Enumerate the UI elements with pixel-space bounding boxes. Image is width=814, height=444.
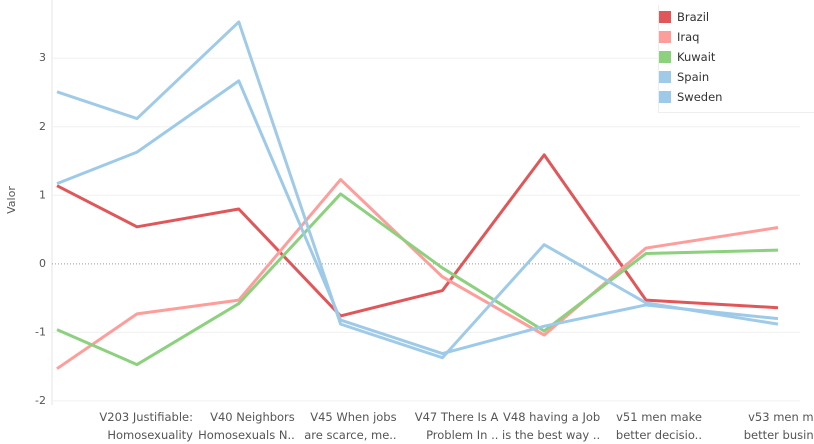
y-tick-label: 1	[39, 188, 46, 201]
legend-swatch	[659, 11, 671, 23]
series-line	[56, 153, 779, 318]
x-tick-label: v51 men make better decisio..	[615, 410, 702, 442]
series-line	[56, 20, 779, 360]
legend: Brazil Iraq Kuwait Spain Sweden	[658, 5, 814, 113]
legend-label: Brazil	[677, 10, 710, 24]
y-tick-label: -2	[35, 394, 46, 407]
legend-swatch	[659, 31, 671, 43]
legend-label: Spain	[677, 70, 710, 84]
x-tick-label: V45 When jobs are scarce, me..	[304, 410, 397, 442]
series-line	[56, 192, 779, 367]
y-axis-label: Valor	[5, 186, 18, 214]
x-tick-label: V203 Justifiable: Homosexuality	[99, 410, 193, 442]
y-tick-label: -1	[35, 325, 46, 338]
legend-label: Iraq	[677, 30, 700, 44]
y-tick-label: 3	[39, 51, 46, 64]
series-line	[56, 178, 779, 370]
legend-label: Kuwait	[677, 50, 716, 64]
x-tick-label: V47 There Is A Problem In ..	[414, 410, 499, 442]
legend-swatch	[659, 51, 671, 63]
x-tick-label: v53 men make better busines..	[743, 410, 814, 442]
legend-swatch	[659, 91, 671, 103]
y-tick-label: 2	[39, 120, 46, 133]
series-line	[56, 79, 779, 356]
x-tick-label: V40 Neighbors Homosexuals N..	[198, 410, 295, 442]
legend-swatch	[659, 71, 671, 83]
legend-label: Sweden	[677, 90, 723, 104]
x-tick-label: V48 having a Job is the best way ..	[502, 410, 601, 442]
y-tick-label: 0	[39, 257, 46, 270]
